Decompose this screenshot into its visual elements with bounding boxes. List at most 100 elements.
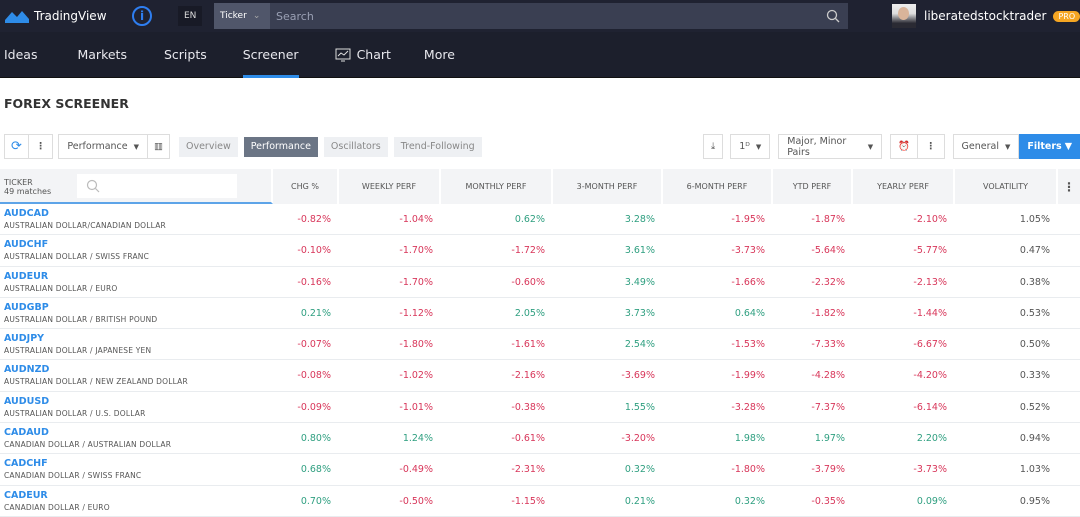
chevron-down-icon: ⌄ [252, 11, 261, 21]
ticker-link[interactable]: CADAUD [4, 427, 49, 439]
nav-more[interactable]: More [423, 47, 455, 62]
brand-logo[interactable]: TradingView [4, 8, 130, 24]
username: liberatedstocktrader [924, 9, 1047, 23]
value-cell: -0.10% [297, 245, 331, 257]
ticker-link[interactable]: AUDGBP [4, 301, 49, 313]
more-options-icon[interactable]: ⋮ [28, 134, 54, 159]
table-row[interactable]: AUDCAD AUSTRALIAN DOLLAR/CANADIAN DOLLAR -… [0, 204, 1080, 236]
nav-scripts[interactable]: Scripts [163, 47, 207, 62]
value-cell: 0.94% [1019, 433, 1050, 445]
search-input[interactable]: Search [276, 9, 314, 23]
pair-description: AUSTRALIAN DOLLAR / BRITISH POUND [4, 314, 158, 324]
table-row[interactable]: AUDGBP AUSTRALIAN DOLLAR / BRITISH POUND 0… [0, 298, 1080, 330]
tab-performance[interactable]: Performance [243, 136, 318, 157]
value-cell: -0.61% [511, 433, 545, 445]
ticker-link[interactable]: AUDCAD [4, 208, 49, 219]
columns-icon[interactable]: ▥ [148, 134, 170, 159]
value-cell: 3.73% [624, 307, 655, 319]
caret-down-icon: ▼ [755, 142, 762, 151]
more-options-icon[interactable]: ⋮ [918, 134, 945, 159]
alarm-icon[interactable]: ⏰ [890, 134, 919, 159]
table-row[interactable]: AUDUSD AUSTRALIAN DOLLAR / U.S. DOLLAR -0.… [0, 392, 1080, 424]
filters-button[interactable]: Filters ▼ [1019, 134, 1080, 159]
value-cell: 0.52% [1019, 401, 1050, 413]
column-header[interactable]: 3-MONTH PERF [553, 169, 663, 204]
brand-name: TradingView [34, 9, 107, 23]
ticker-search-input[interactable] [77, 174, 237, 198]
value-cell: 2.20% [916, 433, 947, 445]
interval-dropdown[interactable]: 1ᴰ ▼ [730, 134, 771, 159]
column-set-label: Performance [67, 141, 128, 152]
tab-trend-following[interactable]: Trend-Following [393, 136, 482, 157]
pair-description: CANADIAN DOLLAR / SWISS FRANC [4, 471, 142, 481]
table-row[interactable]: AUDJPY AUSTRALIAN DOLLAR / JAPANESE YEN -0… [0, 329, 1080, 361]
pro-badge: PRO [1053, 10, 1080, 22]
user-menu[interactable]: liberatedstocktrader PRO ▼ [892, 4, 1080, 28]
table-row[interactable]: AUDNZD AUSTRALIAN DOLLAR / NEW ZEALAND DO… [0, 360, 1080, 392]
value-cell: 2.05% [514, 307, 545, 319]
download-icon[interactable]: ⤓ [703, 134, 724, 159]
column-header[interactable]: CHG % [273, 169, 339, 204]
info-icon[interactable]: i [132, 6, 152, 26]
ticker-link[interactable]: AUDNZD [4, 364, 50, 376]
table-row[interactable]: CADAUD CANADIAN DOLLAR / AUSTRALIAN DOLLA… [0, 423, 1080, 455]
nav-chart[interactable]: Chart [335, 32, 391, 78]
avatar [892, 4, 916, 28]
symbol-cell: CADCHF CANADIAN DOLLAR / SWISS FRANC [0, 454, 273, 484]
caret-down-icon: ▼ [133, 142, 139, 151]
column-menu-icon[interactable]: ⋮ [1063, 179, 1075, 194]
table-row[interactable]: AUDEUR AUSTRALIAN DOLLAR / EURO -0.16% -1.7… [0, 267, 1080, 298]
nav-markets[interactable]: Markets [77, 47, 127, 62]
symbol-cell: CADEUR CANADIAN DOLLAR / EURO [0, 486, 273, 516]
value-cell: 0.09% [916, 495, 947, 507]
column-header[interactable]: YEARLY PERF [853, 169, 955, 204]
general-dropdown[interactable]: General ▼ [952, 134, 1020, 159]
column-header[interactable]: MONTHLY PERF [441, 169, 553, 204]
table-row[interactable]: CADCHF CANADIAN DOLLAR / SWISS FRANC 0.68%… [0, 454, 1080, 486]
value-cell: 0.47% [1019, 245, 1050, 257]
nav-chart-label: Chart [356, 47, 391, 62]
tab-overview[interactable]: Overview [178, 136, 238, 157]
nav-ideas[interactable]: Ideas [4, 47, 38, 62]
filter-icon: ▼ [1064, 141, 1072, 152]
search-type-label: Ticker [220, 11, 247, 21]
value-cell: 0.53% [1019, 307, 1050, 319]
value-cell: -0.35% [811, 495, 845, 507]
ticker-link[interactable]: CADEUR [4, 489, 48, 501]
value-cell: 0.64% [734, 307, 765, 319]
value-cell: -3.73% [731, 245, 765, 257]
pairs-dropdown[interactable]: Major, Minor Pairs ▼ [778, 134, 883, 159]
pair-description: AUSTRALIAN DOLLAR / JAPANESE YEN [4, 346, 152, 356]
nav-screener[interactable]: Screener [242, 32, 299, 78]
ticker-header[interactable]: TICKER 49 matches [0, 169, 273, 204]
value-cell: -1.66% [731, 276, 765, 288]
value-cell: -1.70% [399, 245, 433, 257]
column-header[interactable]: YTD PERF [773, 169, 853, 204]
search-icon[interactable] [826, 9, 840, 23]
value-cell: -1.82% [811, 307, 845, 319]
tab-oscillators[interactable]: Oscillators [323, 136, 388, 157]
ticker-link[interactable]: AUDCHF [4, 239, 49, 251]
ticker-link[interactable]: AUDUSD [4, 395, 50, 407]
main-nav: Ideas Markets Scripts Screener Chart Mor… [0, 32, 1080, 78]
page-title: FOREX SCREENER [4, 96, 129, 111]
value-cell: 0.68% [300, 464, 331, 476]
value-cell: -3.79% [811, 464, 845, 476]
pair-description: AUSTRALIAN DOLLAR / U.S. DOLLAR [4, 408, 146, 418]
table-row[interactable]: AUDCHF AUSTRALIAN DOLLAR / SWISS FRANC -0.… [0, 235, 1080, 267]
top-bar: TradingView i EN Ticker ⌄ Search liberate… [0, 0, 1080, 32]
value-cell: 0.32% [624, 464, 655, 476]
ticker-link[interactable]: CADCHF [4, 458, 48, 470]
table-row[interactable]: CADEUR CANADIAN DOLLAR / EURO 0.70% -0.50% -… [0, 486, 1080, 517]
column-set-dropdown[interactable]: Performance ▼ [58, 134, 148, 159]
column-header[interactable]: 6-MONTH PERF [663, 169, 773, 204]
column-header[interactable]: WEEKLY PERF [339, 169, 441, 204]
refresh-icon[interactable]: ⟳ [4, 134, 29, 159]
value-cell: -3.20% [621, 433, 655, 445]
column-header[interactable]: VOLATILITY [955, 169, 1058, 204]
ticker-link[interactable]: AUDEUR [4, 270, 49, 282]
search-type-dropdown[interactable]: Ticker ⌄ [214, 3, 270, 29]
ticker-link[interactable]: AUDJPY [4, 333, 45, 345]
value-cell: -2.31% [511, 464, 545, 476]
language-button[interactable]: EN [178, 6, 203, 26]
